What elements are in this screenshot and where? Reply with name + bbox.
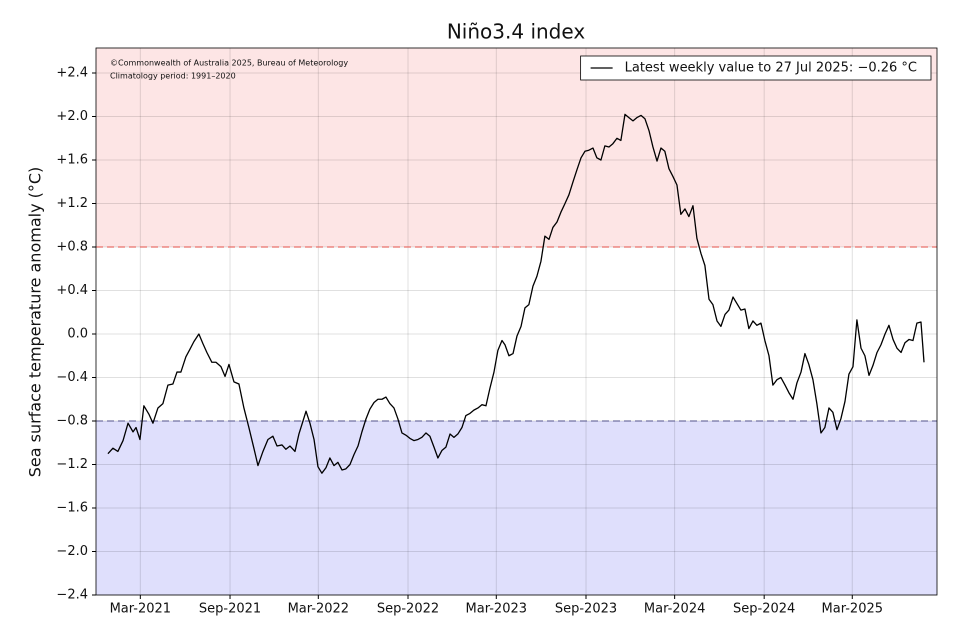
legend: Latest weekly value to 27 Jul 2025: −0.2… xyxy=(580,55,932,81)
y-tick-label: −0.4 xyxy=(56,370,88,385)
x-tick-label: Mar-2025 xyxy=(822,602,883,617)
y-tick-label: −1.6 xyxy=(56,501,88,516)
x-tick-label: Mar-2023 xyxy=(466,602,527,617)
plot-frame xyxy=(95,47,938,596)
annotation: ©Commonwealth of Australia 2025, Bureau … xyxy=(110,59,348,68)
legend-label: Latest weekly value to 27 Jul 2025: −0.2… xyxy=(625,61,917,76)
chart-title: Niño3.4 index xyxy=(447,20,585,44)
y-tick-label: −2.0 xyxy=(56,544,88,559)
y-tick-label: +2.4 xyxy=(56,66,88,81)
y-tick-label: +0.8 xyxy=(56,240,88,255)
x-tick-label: Sep-2023 xyxy=(555,602,617,617)
y-axis-label: Sea surface temperature anomaly (°C) xyxy=(26,167,45,478)
y-tick-label: −1.2 xyxy=(56,457,88,472)
data-line xyxy=(107,113,925,474)
y-tick-label: −0.8 xyxy=(56,414,88,429)
x-tick-label: Sep-2021 xyxy=(199,602,261,617)
legend-box xyxy=(580,55,932,81)
y-tick-label: 0.0 xyxy=(67,327,88,342)
y-tick-label: +1.2 xyxy=(56,196,88,211)
y-tick-label: −2.4 xyxy=(56,588,88,603)
x-tick-label: Mar-2021 xyxy=(110,602,171,617)
x-tick-label: Mar-2024 xyxy=(644,602,705,617)
y-tick-label: +2.0 xyxy=(56,109,88,124)
annotation: Climatology period: 1991–2020 xyxy=(110,72,236,81)
x-tick-label: Sep-2024 xyxy=(733,602,795,617)
x-tick-label: Sep-2022 xyxy=(377,602,439,617)
y-tick-label: +1.6 xyxy=(56,153,88,168)
threshold-region xyxy=(96,48,937,248)
y-tick-label: +0.4 xyxy=(56,283,88,298)
x-tick-label: Mar-2022 xyxy=(288,602,349,617)
threshold-region xyxy=(96,421,937,595)
